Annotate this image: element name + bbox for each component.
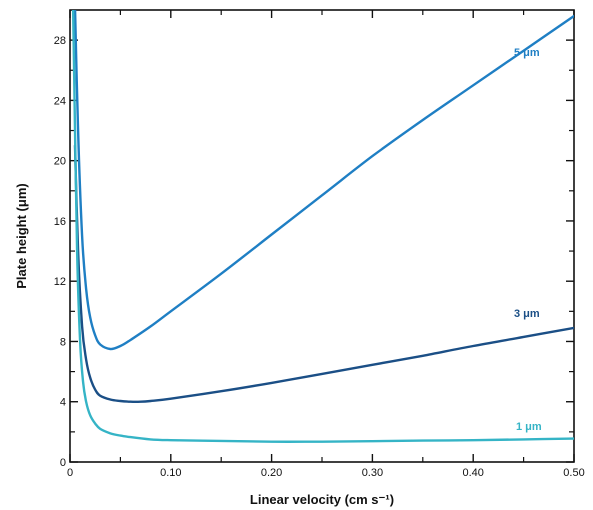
y-tick-label: 24: [54, 95, 66, 107]
y-tick-label: 20: [54, 156, 66, 168]
series-label-1um: 1 μm: [516, 421, 542, 433]
x-axis-ticks: [69, 10, 575, 462]
x-tick-label: 0: [67, 467, 73, 479]
y-tick-label: 16: [54, 216, 66, 228]
y-tick-label: 4: [60, 397, 66, 409]
series-line-1um: [71, 10, 574, 443]
y-axis-title: Plate height (μm): [14, 183, 29, 288]
x-axis-title: Linear velocity (cm s⁻¹): [250, 492, 394, 507]
series-lines: [71, 10, 574, 443]
x-tick-label: 0.20: [261, 467, 282, 479]
x-axis-tick-labels: 0 0.10 0.20 0.30 0.40 0.50: [67, 467, 585, 479]
series-line-3um: [73, 144, 574, 404]
series-label-3um: 3 μm: [514, 308, 540, 320]
series-line-5um: [73, 10, 574, 351]
plot-frame: [69, 9, 575, 463]
series-label-5um: 5 μm: [514, 47, 540, 59]
y-tick-label: 8: [60, 336, 66, 348]
y-tick-label: 28: [54, 35, 66, 47]
y-axis-ticks: [70, 39, 574, 463]
y-axis-tick-labels: 0 4 8 12 16 20 24 28: [54, 35, 66, 469]
x-tick-label: 0.50: [563, 467, 584, 479]
x-tick-label: 0.30: [362, 467, 383, 479]
y-tick-label: 0: [60, 457, 66, 469]
x-tick-label: 0.40: [462, 467, 483, 479]
x-tick-label: 0.10: [160, 467, 181, 479]
y-tick-label: 12: [54, 276, 66, 288]
